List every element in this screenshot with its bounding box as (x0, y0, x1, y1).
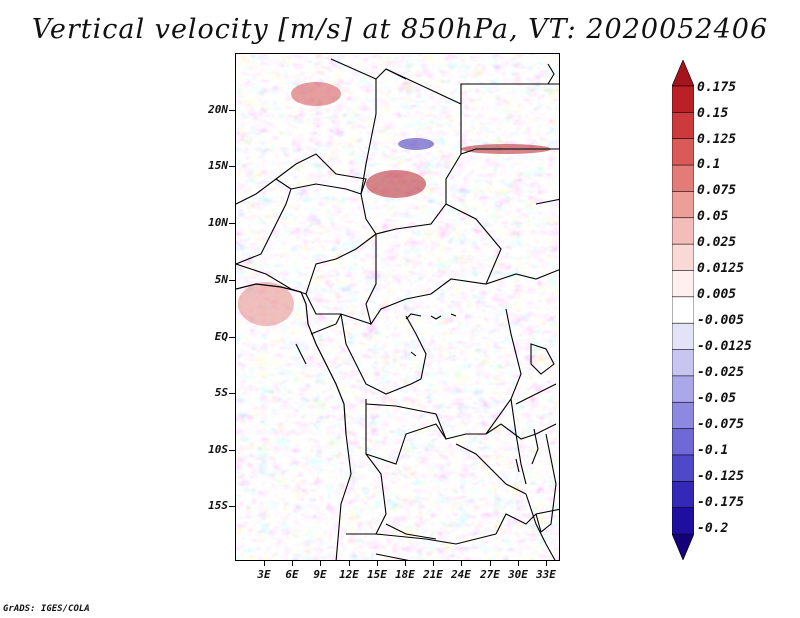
lon-label-27e: 27E (480, 568, 500, 581)
lat-label-15s: 15S (208, 499, 228, 512)
colorbar (672, 60, 694, 560)
lon-label-30e: 30E (508, 568, 528, 581)
colorbar-segment (672, 401, 694, 430)
colorbar-label: 0.025 (697, 235, 737, 250)
lon-label-24e: 24E (451, 568, 471, 581)
colorbar-label: -0.025 (697, 365, 744, 380)
lon-tick (518, 561, 519, 566)
colorbar-segment (672, 164, 694, 193)
lon-tick (490, 561, 491, 566)
colorbar-label: -0.2 (697, 521, 729, 536)
colorbar-segment (672, 349, 694, 377)
lat-label-20n: 20N (208, 103, 228, 116)
lon-tick (377, 561, 378, 566)
colorbar-top-arrow (672, 60, 694, 87)
colorbar-label: -0.1 (697, 443, 729, 458)
colorbar-segment (672, 480, 694, 509)
colorbar-bottom-arrow (672, 533, 694, 560)
colorbar-segment (672, 243, 694, 272)
lat-tick (229, 223, 235, 224)
colorbar-segment (672, 428, 694, 456)
lon-tick (405, 561, 406, 566)
colorbar-segment (672, 138, 694, 166)
colorbar-label: 0.075 (697, 183, 737, 198)
colorbar-label: -0.0125 (697, 339, 752, 354)
lat-label-5s: 5S (214, 386, 228, 399)
lon-tick (292, 561, 293, 566)
lon-label-18e: 18E (395, 568, 415, 581)
colorbar-label: -0.125 (697, 469, 744, 484)
colorbar-segments (672, 60, 694, 560)
ascent-patches (238, 82, 551, 326)
lon-label-6e: 6E (285, 568, 299, 581)
lon-tick (320, 561, 321, 566)
lat-tick (229, 450, 235, 451)
lon-tick (433, 561, 434, 566)
lat-tick (229, 110, 235, 111)
colorbar-label: 0.005 (697, 287, 737, 302)
colorbar-segment (672, 322, 694, 351)
country-borders (236, 58, 559, 560)
lat-tick (229, 280, 235, 281)
lat-label-15n: 15N (208, 159, 228, 172)
colorbar-label: 0.05 (697, 209, 729, 224)
credit-text: GrADS: IGES/COLA (3, 604, 90, 614)
vertical-velocity-map (236, 54, 559, 560)
lake-outlines (295, 313, 557, 533)
lat-tick (229, 337, 235, 338)
coastline (236, 283, 347, 435)
colorbar-segment (672, 270, 694, 298)
lon-tick (461, 561, 462, 566)
lon-label-12e: 12E (339, 568, 359, 581)
lon-tick (349, 561, 350, 566)
lon-label-21e: 21E (423, 568, 443, 581)
colorbar-segment (672, 112, 694, 140)
lat-label-eq: EQ (214, 330, 228, 343)
colorbar-label: 0.175 (697, 80, 737, 95)
colorbar-label: -0.075 (697, 417, 744, 432)
lat-label-10n: 10N (208, 216, 228, 229)
colorbar-label: -0.005 (697, 313, 744, 328)
colorbar-label: -0.175 (697, 495, 744, 510)
lat-label-5n: 5N (214, 273, 228, 286)
colorbar-label: 0.1 (697, 157, 721, 172)
lon-label-3e: 3E (257, 568, 271, 581)
colorbar-label: 0.125 (697, 132, 737, 147)
lat-tick (229, 166, 235, 167)
colorbar-segment (672, 296, 694, 324)
colorbar-label: -0.05 (697, 391, 737, 406)
colorbar-segment (672, 191, 694, 219)
map-title: Vertical velocity [m/s] at 850hPa, VT: 2… (31, 14, 769, 45)
lon-label-15e: 15E (367, 568, 387, 581)
lon-label-33e: 33E (536, 568, 556, 581)
lon-tick (546, 561, 547, 566)
lon-tick (264, 561, 265, 566)
colorbar-segment (672, 507, 694, 535)
colorbar-segment (672, 217, 694, 245)
lat-tick (229, 393, 235, 394)
colorbar-label: 0.15 (697, 106, 729, 121)
lon-label-9e: 9E (313, 568, 327, 581)
lat-label-10s: 10S (208, 443, 228, 456)
lat-tick (229, 506, 235, 507)
colorbar-segment (672, 85, 694, 114)
colorbar-segment (672, 454, 694, 483)
colorbar-label: 0.0125 (697, 261, 744, 276)
colorbar-segment (672, 375, 694, 404)
map-panel (235, 53, 560, 561)
